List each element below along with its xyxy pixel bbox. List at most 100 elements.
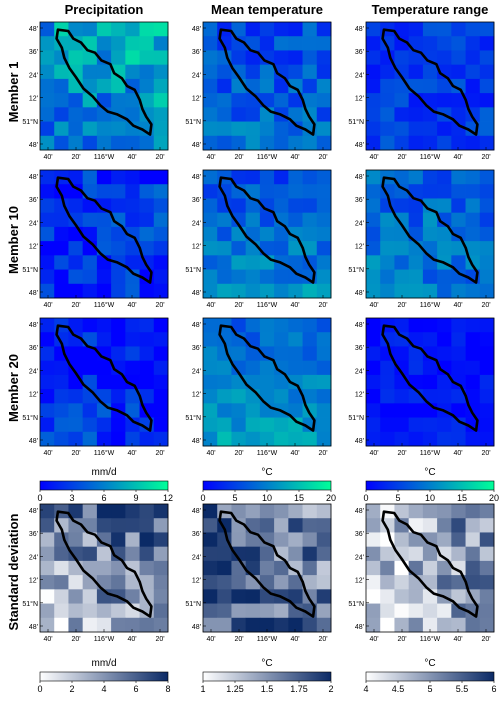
grid-cell: [288, 283, 303, 299]
grid-cell: [125, 121, 140, 137]
lon-tick-label: 20': [234, 154, 243, 161]
grid-cell: [479, 241, 495, 256]
grid-cell: [380, 374, 395, 390]
grid-cell: [68, 64, 84, 80]
lat-tick-label: 36': [355, 531, 364, 538]
grid-cell: [479, 504, 495, 519]
colorbar-tick-label: 15: [457, 493, 467, 503]
grid-cell: [451, 121, 466, 137]
grid-cell: [153, 360, 169, 376]
grid-cell: [245, 504, 261, 519]
grid-cell: [231, 283, 247, 299]
grid-cell: [274, 603, 289, 619]
grid-cell: [288, 93, 303, 108]
lat-tick-label: 51°N: [348, 414, 364, 422]
grid-cell: [479, 360, 495, 376]
grid-cell: [82, 617, 98, 633]
grid-cell: [217, 107, 232, 122]
grid-cell: [437, 332, 452, 347]
grid-cell: [437, 431, 452, 447]
grid-cell: [302, 374, 318, 390]
grid-cell: [68, 417, 84, 433]
grid-cell: [245, 255, 261, 270]
grid-cell: [82, 546, 98, 562]
lon-tick-label: 40': [290, 636, 299, 643]
grid-cell: [125, 360, 140, 376]
grid-cell: [203, 226, 218, 242]
grid-cell: [479, 36, 495, 51]
lat-tick-label: 48': [29, 322, 38, 329]
grid-cell: [451, 212, 466, 228]
colorbar-tick-label: 4.5: [392, 684, 405, 694]
map-panel: 48' 36' 24' 12' 51°N 48' 40' 20' 116°W 40' 20': [185, 21, 332, 161]
grid-cell: [217, 374, 232, 390]
grid-cell: [288, 22, 303, 37]
lat-tick-label: 24': [192, 368, 201, 375]
basin-outline: [55, 28, 153, 136]
grid-cell: [316, 532, 332, 548]
lon-tick-label: 20': [318, 636, 327, 643]
lat-tick-label: 36': [355, 345, 364, 352]
grid-cell: [54, 241, 69, 256]
grid-cell: [203, 170, 218, 185]
grid-cell: [217, 226, 232, 242]
grid-cell: [203, 318, 218, 333]
grid-cell: [302, 226, 318, 242]
grid-cell: [203, 212, 218, 228]
grid-cell: [437, 50, 452, 66]
grid-cell: [422, 417, 438, 433]
grid-cell: [231, 332, 247, 347]
grid-cell: [111, 121, 126, 137]
grid-cell: [40, 226, 55, 242]
grid-cell: [302, 360, 318, 376]
grid-cell: [437, 22, 452, 37]
lat-tick-label: 48': [192, 26, 201, 33]
grid-cell: [54, 121, 69, 137]
grid-cell: [203, 346, 218, 362]
grid-cell: [274, 184, 289, 199]
colorbar-tick-label: 0: [200, 493, 205, 503]
grid-cell: [408, 546, 424, 562]
grid-cell: [465, 135, 481, 151]
lat-tick-label: 51°N: [22, 600, 38, 608]
grid-cell: [231, 121, 247, 137]
colorbar-tick-label: 10: [425, 493, 435, 503]
grid-cell: [422, 532, 438, 548]
grid-cell: [40, 36, 55, 51]
grid-cell: [217, 360, 232, 376]
grid-cell: [288, 575, 303, 590]
grid-cell: [408, 417, 424, 433]
grid-cell: [451, 374, 466, 390]
grid-cell: [259, 560, 275, 576]
grid-cell: [40, 560, 55, 576]
grid-cell: [451, 318, 466, 333]
lat-tick-label: 24': [29, 220, 38, 227]
grid-cell: [203, 532, 218, 548]
grid-cell: [394, 389, 410, 404]
grid-cell: [82, 170, 98, 185]
grid-cell: [302, 50, 318, 66]
grid-cell: [125, 560, 140, 576]
grid-cell: [479, 560, 495, 576]
grid-cell: [380, 121, 395, 137]
lat-tick-label: 12': [355, 578, 364, 585]
grid-cell: [40, 617, 55, 633]
grid-cell: [245, 135, 261, 151]
lat-tick-label: 48': [29, 290, 38, 297]
grid-cell: [366, 504, 381, 519]
grid-cell: [288, 360, 303, 376]
grid-cell: [380, 403, 395, 418]
grid-cell: [139, 36, 155, 51]
grid-cell: [465, 226, 481, 242]
grid-cell: [111, 603, 126, 619]
grid-cell: [40, 22, 55, 37]
grid-cell: [288, 198, 303, 214]
grid-cell: [245, 603, 261, 619]
lon-tick-label: 40': [290, 302, 299, 309]
grid-cell: [451, 50, 466, 66]
grid-cell: [245, 170, 261, 185]
grid-cell: [125, 107, 140, 122]
grid-cell: [437, 226, 452, 242]
grid-cell: [82, 603, 98, 619]
colorbar-unit: °C: [261, 658, 272, 669]
